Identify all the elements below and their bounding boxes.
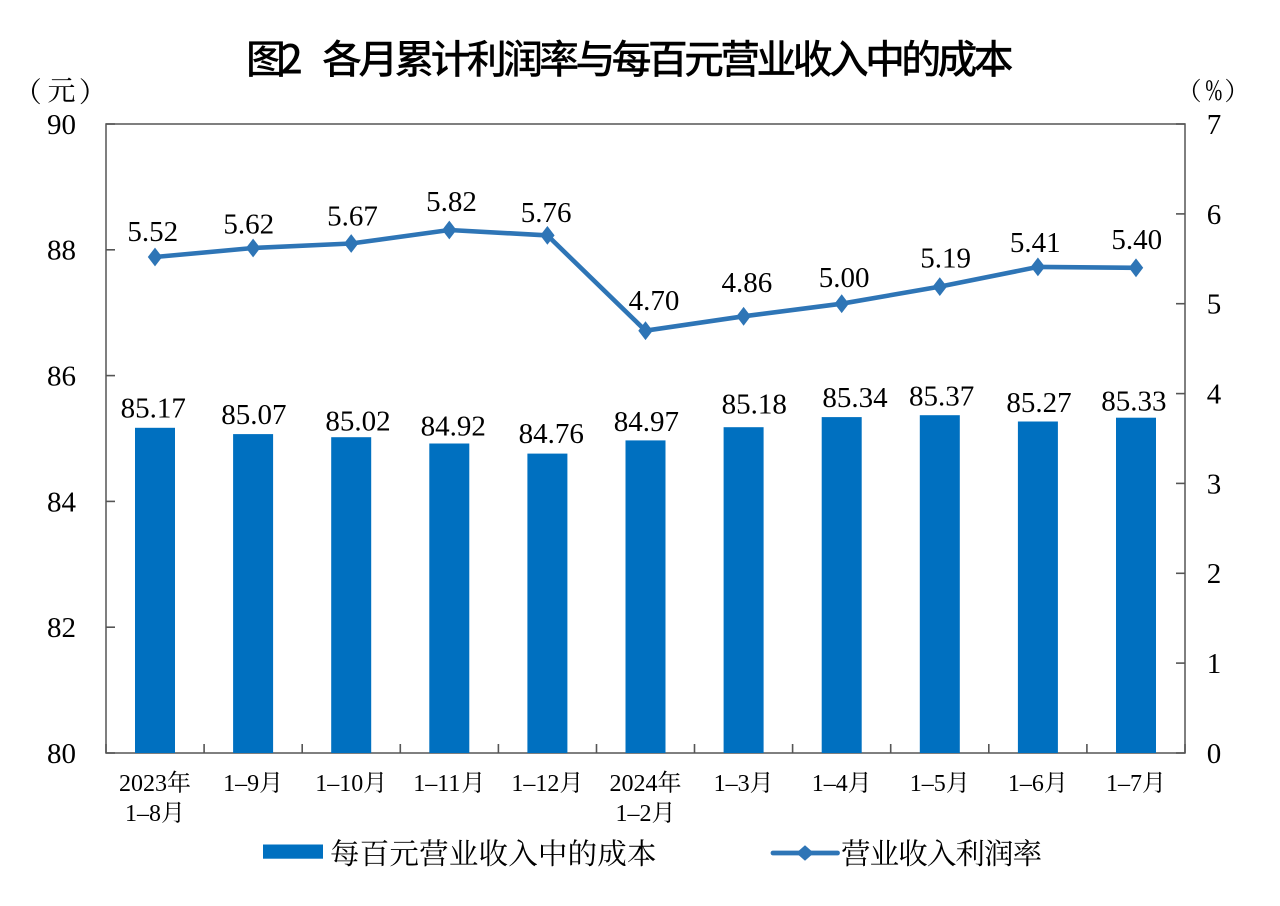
svg-text:5: 5 [1207, 289, 1222, 321]
svg-text:1: 1 [1207, 648, 1222, 680]
svg-text:4.70: 4.70 [629, 285, 680, 317]
svg-text:1–2: 1–2 [616, 801, 652, 827]
svg-text:1–3: 1–3 [714, 771, 750, 797]
svg-text:85.27: 85.27 [1006, 387, 1071, 419]
svg-text:2024: 2024 [610, 771, 658, 797]
svg-text:85.18: 85.18 [722, 388, 787, 420]
svg-text:85.37: 85.37 [909, 381, 974, 413]
svg-text:85.17: 85.17 [121, 392, 186, 424]
svg-text:5.82: 5.82 [426, 186, 477, 218]
svg-text:6: 6 [1207, 199, 1222, 231]
svg-text:1–12: 1–12 [511, 771, 559, 797]
svg-text:1–10: 1–10 [315, 771, 363, 797]
svg-text:84: 84 [47, 486, 77, 518]
svg-text:1–6: 1–6 [1008, 771, 1044, 797]
svg-text:84.76: 84.76 [519, 418, 584, 450]
svg-text:82: 82 [47, 612, 76, 644]
svg-text:5.67: 5.67 [327, 201, 378, 233]
svg-text:86: 86 [47, 361, 76, 393]
svg-text:85.34: 85.34 [822, 382, 888, 414]
svg-text:1–9: 1–9 [223, 771, 259, 797]
svg-text:5.76: 5.76 [521, 197, 572, 229]
svg-text:1–7: 1–7 [1106, 771, 1142, 797]
svg-text:5.52: 5.52 [127, 216, 178, 248]
svg-text:1–4: 1–4 [812, 771, 848, 797]
svg-text:1–5: 1–5 [910, 771, 946, 797]
svg-text:85.02: 85.02 [325, 405, 390, 437]
svg-text:84.92: 84.92 [421, 411, 486, 443]
svg-text:84.97: 84.97 [614, 406, 679, 438]
svg-text:4.86: 4.86 [722, 267, 773, 299]
svg-text:85.33: 85.33 [1101, 386, 1166, 418]
svg-text:88: 88 [47, 235, 76, 267]
svg-text:5.00: 5.00 [819, 262, 870, 294]
svg-text:2023: 2023 [119, 771, 167, 797]
svg-text:90: 90 [47, 109, 76, 141]
svg-text:5.62: 5.62 [223, 209, 274, 241]
svg-text:2: 2 [1207, 558, 1222, 590]
svg-text:3: 3 [1207, 468, 1222, 500]
svg-text:4: 4 [1207, 379, 1222, 411]
svg-text:1–8: 1–8 [125, 801, 161, 827]
svg-text:1–11: 1–11 [413, 771, 460, 797]
svg-text:5.19: 5.19 [920, 243, 971, 275]
svg-text:7: 7 [1207, 109, 1222, 141]
svg-text:80: 80 [47, 738, 76, 770]
svg-text:85.07: 85.07 [221, 399, 286, 431]
svg-text:5.40: 5.40 [1111, 224, 1162, 256]
svg-text:0: 0 [1207, 738, 1222, 770]
svg-text:5.41: 5.41 [1010, 227, 1061, 259]
